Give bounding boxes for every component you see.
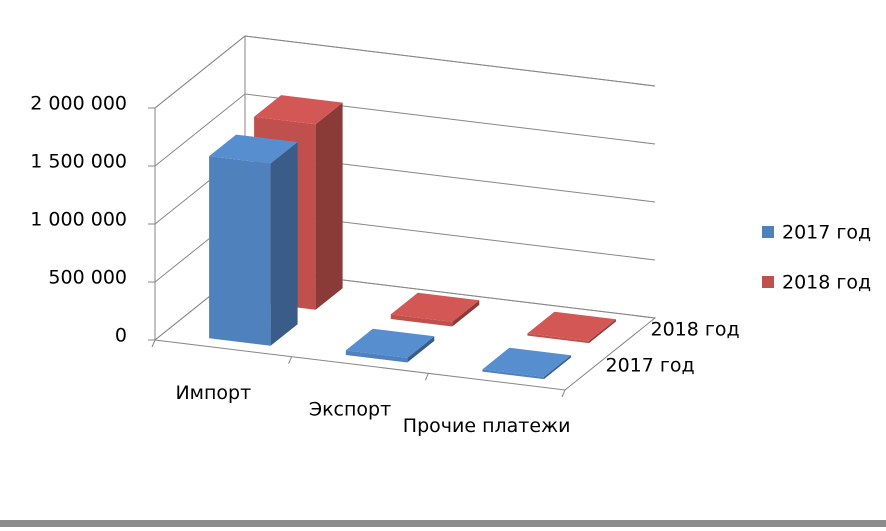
depth-label: 2017 год — [606, 355, 695, 377]
legend-label: 2018 год — [782, 272, 871, 294]
bar-side — [407, 336, 435, 363]
x-tick-label: Импорт — [175, 382, 251, 404]
bar-top — [482, 347, 571, 377]
wall-edge — [154, 35, 656, 109]
bar-front — [209, 156, 271, 346]
depth-label: 2018 год — [651, 319, 740, 341]
bar-top — [527, 311, 616, 341]
bar — [390, 292, 480, 327]
y-tick-label: 1 000 000 — [30, 209, 127, 231]
legend-swatch — [762, 226, 774, 238]
bar-side — [452, 300, 480, 327]
legend-label: 2017 год — [782, 222, 871, 244]
bar — [527, 311, 616, 344]
bar-top — [345, 328, 435, 358]
y-tick-label: 1 500 000 — [30, 151, 127, 173]
grid-line — [154, 93, 656, 167]
bar-top — [209, 134, 298, 164]
x-tick-label: Экспорт — [309, 399, 391, 421]
bar-front — [345, 350, 408, 363]
x-tick — [288, 356, 293, 364]
x-tick — [561, 389, 566, 398]
bar-top — [390, 292, 480, 322]
x-tick — [151, 339, 156, 348]
x-tick-label: Прочие платежи — [403, 415, 571, 437]
bar — [345, 328, 435, 363]
bar — [209, 134, 298, 346]
y-tick-label: 0 — [115, 325, 127, 347]
bar-side — [315, 102, 343, 310]
bar-side — [543, 355, 571, 380]
grid-line — [154, 35, 656, 109]
bar-front — [527, 333, 589, 344]
bottom-border — [0, 520, 886, 527]
bar-front — [390, 314, 453, 327]
bar-top — [254, 95, 343, 125]
bar — [482, 347, 571, 380]
bar-side — [270, 142, 298, 346]
bar-front — [482, 369, 544, 380]
y-tick-label: 500 000 — [48, 267, 127, 289]
bar-side — [588, 319, 616, 344]
x-tick — [424, 373, 429, 381]
legend-swatch — [762, 276, 774, 288]
y-tick-label: 2 000 000 — [30, 93, 127, 115]
